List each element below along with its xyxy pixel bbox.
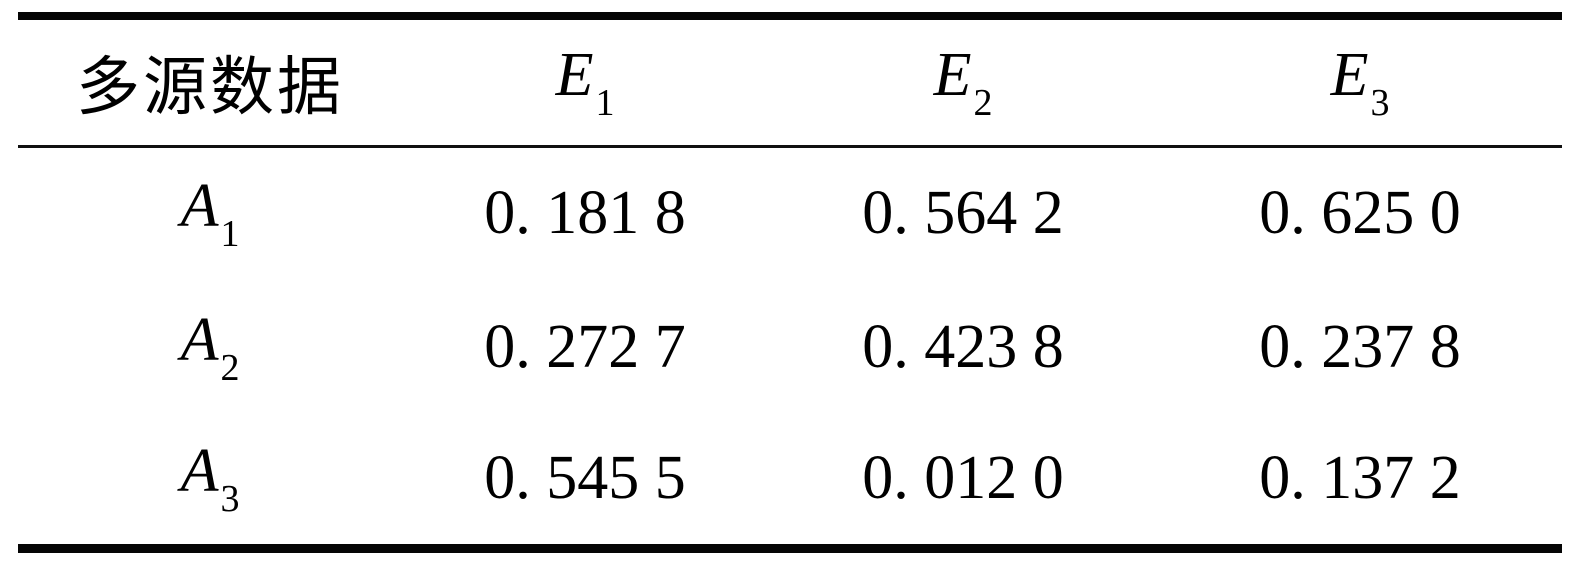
variable-base: E [555, 40, 594, 109]
table-row: A1 0. 181 8 0. 564 2 0. 625 0 [18, 146, 1562, 280]
header-cell-e1: E1 [402, 16, 768, 148]
variable-subscript: 1 [220, 213, 240, 256]
cell-a1-e3: 0. 625 0 [1259, 179, 1461, 248]
variable-subscript: 3 [220, 478, 240, 521]
row-label-a3: A3 [18, 414, 402, 548]
cell-a1-e2: 0. 564 2 [862, 179, 1064, 248]
cell-a2-e1: 0. 272 7 [484, 312, 686, 381]
table-row: A3 0. 545 5 0. 012 0 0. 137 2 [18, 414, 1562, 548]
cell-a2-e2: 0. 423 8 [862, 312, 1064, 381]
variable-subscript: 2 [973, 81, 993, 124]
variable-subscript: 1 [595, 81, 615, 124]
cell-a3-e1: 0. 545 5 [484, 444, 686, 513]
variable-subscript: 3 [1370, 81, 1390, 124]
variable-base: E [1330, 40, 1369, 109]
variable-base: A [180, 437, 219, 506]
cell-a3-e3: 0. 137 2 [1259, 444, 1461, 513]
header-row: 多源数据 E1 E2 E3 [18, 16, 1562, 148]
header-cell-e3: E3 [1158, 16, 1562, 148]
table-row: A2 0. 272 7 0. 423 8 0. 237 8 [18, 280, 1562, 414]
cell-a3-e2: 0. 012 0 [862, 444, 1064, 513]
variable-subscript: 2 [220, 346, 240, 389]
cell-a2-e3: 0. 237 8 [1259, 312, 1461, 381]
variable-base: E [933, 40, 972, 109]
row-label-a1: A1 [18, 146, 402, 280]
row-label-a2: A2 [18, 280, 402, 414]
variable-base: A [180, 172, 219, 241]
header-cell-e2: E2 [768, 16, 1158, 148]
cell-a1-e1: 0. 181 8 [484, 179, 686, 248]
header-cell-datasource: 多源数据 [18, 16, 402, 148]
variable-base: A [180, 305, 219, 374]
data-table: 多源数据 E1 E2 E3 A1 0. 181 8 0. 564 2 0. 62 [18, 12, 1562, 553]
